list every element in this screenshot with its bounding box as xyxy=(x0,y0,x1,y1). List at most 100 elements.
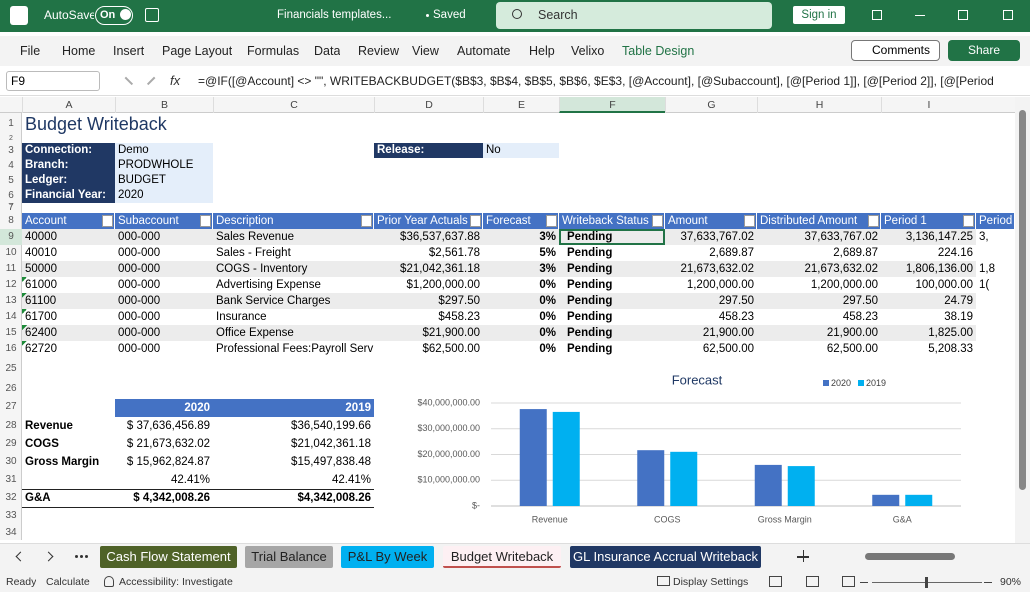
table-cell: 000-000 xyxy=(118,295,161,307)
row-header: 14 xyxy=(5,311,17,322)
row-header: 28 xyxy=(5,420,17,431)
close-button[interactable] xyxy=(1003,10,1013,20)
table-header: Subaccount xyxy=(115,213,213,229)
search-box[interactable] xyxy=(496,2,772,29)
table-cell: 61100 xyxy=(25,295,57,307)
table-cell: 1( xyxy=(979,279,990,291)
ribbon-tab[interactable]: Formulas xyxy=(247,44,300,58)
filter-button[interactable] xyxy=(102,215,113,227)
x-tick-label: Revenue xyxy=(532,514,568,524)
column-header: H xyxy=(757,97,881,113)
ribbon-tab[interactable]: Table Design xyxy=(622,44,695,58)
table-cell: Pending xyxy=(567,247,613,259)
view-button[interactable] xyxy=(769,576,782,587)
view-button[interactable] xyxy=(842,576,855,587)
sheet-tab[interactable]: Budget Writeback xyxy=(443,546,561,568)
restore-button[interactable] xyxy=(958,10,968,20)
filter-button[interactable] xyxy=(744,215,755,227)
release-value: No xyxy=(483,143,559,158)
row-header: 12 xyxy=(5,279,17,290)
table-cell: 100,000.00 xyxy=(915,279,973,291)
summary-value: $ 21,673,632.02 xyxy=(126,438,210,450)
row-header-bar xyxy=(0,113,22,540)
filter-button[interactable] xyxy=(652,215,663,227)
toggle-knob xyxy=(120,9,131,20)
sheet-tab[interactable]: Cash Flow Statement xyxy=(100,546,237,568)
ribbon-tab[interactable]: Home xyxy=(62,44,96,58)
table-cell: 000-000 xyxy=(118,231,161,243)
more-dot xyxy=(75,555,78,558)
filter-button[interactable] xyxy=(470,215,481,227)
ribbon-tab[interactable]: File xyxy=(20,44,41,58)
table-cell: 000-000 xyxy=(118,343,161,355)
ribbon-tab[interactable]: Data xyxy=(314,44,341,58)
filter-button[interactable] xyxy=(361,215,372,227)
table-cell: $21,042,361.18 xyxy=(400,263,480,275)
filter-button[interactable] xyxy=(200,215,211,227)
ribbon-tab[interactable]: Insert xyxy=(113,44,145,58)
zoom-plus[interactable] xyxy=(984,582,992,584)
table-cell: $458.23 xyxy=(438,311,480,323)
sign-in[interactable]: Sign in xyxy=(793,6,845,24)
file-name[interactable]: Financials templates... xyxy=(277,9,392,21)
display-icon xyxy=(657,576,670,586)
ribbon-tab[interactable]: Help xyxy=(529,44,555,58)
row-header: 33 xyxy=(5,510,17,521)
status-bar xyxy=(0,572,1030,592)
table-cell: 3,136,147.25 xyxy=(905,231,973,243)
save-status: Saved xyxy=(433,9,466,21)
ribbon-tab[interactable]: Automate xyxy=(457,44,511,58)
y-tick-label: $10,000,000.00 xyxy=(417,475,480,485)
name-box[interactable]: F9 xyxy=(6,71,100,91)
sheet-tab[interactable]: P&L By Week xyxy=(341,546,434,568)
table-cell: 21,673,632.02 xyxy=(804,263,878,275)
table-cell: Bank Service Charges xyxy=(216,295,331,307)
table-row xyxy=(22,229,976,245)
table-cell: Sales Revenue xyxy=(216,231,294,243)
error-indicator xyxy=(22,309,27,314)
bar xyxy=(552,411,580,506)
table-cell: 2,689.87 xyxy=(709,247,754,259)
table-cell: 62400 xyxy=(25,327,57,339)
sheet-tab[interactable]: Trial Balance xyxy=(245,546,333,568)
ribbon-tab[interactable]: Review xyxy=(358,44,399,58)
summary-value: $ 15,962,824.87 xyxy=(126,456,210,468)
row-header: 32 xyxy=(5,492,17,503)
v-scroll-thumb[interactable] xyxy=(1019,110,1026,490)
minimize-button[interactable] xyxy=(915,15,925,16)
ribbon-tab[interactable]: Velixo xyxy=(571,44,605,58)
legend-swatch xyxy=(823,380,829,386)
comments-button[interactable]: Comments xyxy=(851,40,940,61)
table-header: Writeback Status xyxy=(559,213,665,229)
row-header: 3 xyxy=(8,145,14,156)
table-cell: 000-000 xyxy=(118,247,161,259)
row-header: 5 xyxy=(8,175,14,186)
view-button[interactable] xyxy=(806,576,819,587)
summary-label: Gross Margin xyxy=(25,456,100,468)
autosave-toggle[interactable] xyxy=(95,6,133,25)
zoom-minus[interactable] xyxy=(860,582,868,584)
bar xyxy=(637,450,665,506)
status-display-settings[interactable]: Display Settings xyxy=(673,576,749,588)
ribbon-tab[interactable]: Page Layout xyxy=(162,44,233,58)
h-scroll-thumb[interactable] xyxy=(865,553,955,560)
table-header: Distributed Amount xyxy=(757,213,881,229)
info-label: Ledger: xyxy=(22,173,115,188)
filter-button[interactable] xyxy=(546,215,557,227)
table-cell: 40010 xyxy=(25,247,57,259)
status-accessibility[interactable]: Accessibility: Investigate xyxy=(119,576,233,588)
filter-button[interactable] xyxy=(963,215,974,227)
row-header: 15 xyxy=(5,327,17,338)
share-button[interactable]: Share xyxy=(948,40,1020,61)
zoom-thumb[interactable] xyxy=(925,577,928,588)
ribbon-tab[interactable]: View xyxy=(412,44,439,58)
table-cell: 1,806,136.00 xyxy=(905,263,973,275)
more-dot xyxy=(85,555,88,558)
status-calculate[interactable]: Calculate xyxy=(46,576,90,588)
save-icon[interactable] xyxy=(145,8,159,22)
filter-button[interactable] xyxy=(868,215,879,227)
sheet-tab[interactable]: GL Insurance Accrual Writeback xyxy=(570,546,761,568)
search-text: Search xyxy=(538,8,578,22)
pen-button[interactable] xyxy=(872,10,882,20)
